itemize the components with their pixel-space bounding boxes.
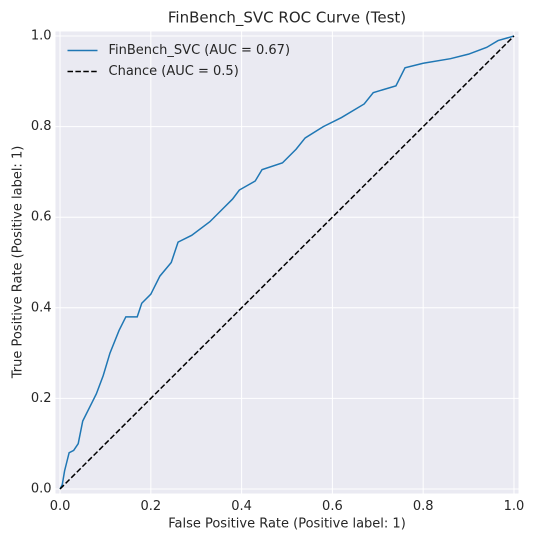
legend-label: Chance (AUC = 0.5) [109, 64, 239, 79]
y-axis-label: True Positive Rate (Positive label: 1) [11, 146, 26, 380]
y-tick-label: 0.8 [31, 119, 52, 134]
x-tick-label: 0.2 [140, 499, 161, 514]
y-tick-label: 1.0 [31, 29, 52, 44]
x-tick-label: 0.4 [231, 499, 252, 514]
chart-title: FinBench_SVC ROC Curve (Test) [168, 9, 406, 28]
y-tick-label: 0.0 [31, 481, 52, 496]
legend-label: FinBench_SVC (AUC = 0.67) [109, 43, 291, 58]
x-tick-label: 0.6 [322, 499, 343, 514]
x-tick-label: 0.8 [413, 499, 434, 514]
roc-line [59, 35, 515, 490]
roc-line [59, 35, 515, 490]
y-tick-label: 0.6 [31, 210, 52, 225]
y-tick-label: 0.2 [31, 391, 52, 406]
x-tick-label: 1.0 [504, 499, 525, 514]
x-tick-label: 0.0 [50, 499, 71, 514]
x-axis-label: False Positive Rate (Positive label: 1) [168, 517, 406, 532]
y-tick-label: 0.4 [31, 300, 52, 315]
